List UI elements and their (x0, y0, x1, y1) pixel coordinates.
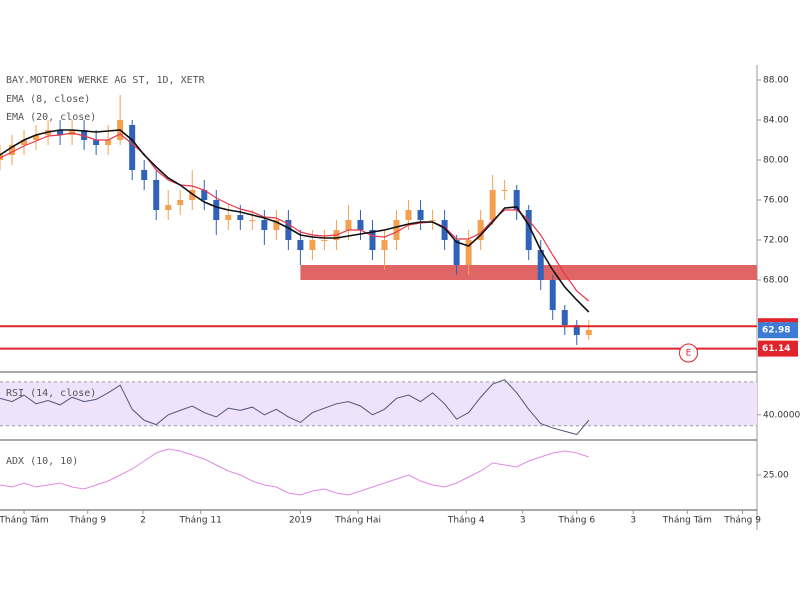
candle-body (537, 250, 544, 280)
candle-body (321, 240, 328, 241)
ema-line (0, 132, 590, 302)
candle-body (549, 280, 556, 310)
indicator-line (0, 379, 590, 436)
y-tick-label: 72.00 (763, 236, 789, 246)
candle-body (381, 240, 388, 250)
y-tick-label: 68.00 (763, 276, 789, 286)
candle-body (153, 180, 160, 210)
candle-body (177, 200, 184, 205)
candle-body (9, 145, 16, 155)
candle-body (357, 220, 364, 230)
x-tick-label: 3 (520, 516, 526, 526)
candle-body (501, 190, 508, 191)
event-marker (679, 343, 699, 363)
candle-body (441, 220, 448, 240)
x-tick-label: 2019 (289, 516, 312, 526)
y-tick-label: 40.0000 (763, 410, 800, 420)
indicator-name: RSI (14, close) (6, 388, 96, 399)
x-tick-label: Tháng Tám (0, 516, 49, 526)
indicator-name: ADX (10, 10) (6, 456, 78, 467)
candle-body (141, 170, 148, 180)
candle-body (93, 140, 100, 145)
candle-body (33, 135, 40, 140)
candle-body (489, 190, 496, 220)
candle-body (225, 215, 232, 220)
candle-body (129, 125, 136, 170)
candle-body (57, 130, 64, 135)
y-tick-label: 80.00 (763, 156, 789, 166)
legend-entry: EMA (20, close) (6, 112, 96, 123)
candle-body (345, 220, 352, 230)
x-tick-label: 2 (140, 516, 146, 526)
candle-body (189, 190, 196, 200)
price-label-box (758, 340, 798, 357)
x-tick-label: Tháng 9 (723, 516, 761, 526)
y-tick-label: 25.00 (763, 471, 789, 481)
price-label: 62.98 (762, 326, 790, 336)
candle-body (369, 230, 376, 250)
candle-body (273, 220, 280, 230)
ema-line (0, 129, 590, 313)
x-tick-label: Tháng 9 (68, 516, 106, 526)
candle-body (261, 220, 268, 230)
event-label: E (686, 349, 692, 359)
candle-body (405, 210, 412, 220)
price-label: 61.14 (762, 344, 790, 354)
x-tick-label: Tháng 11 (178, 516, 221, 526)
candle-body (165, 205, 172, 210)
candle-body (513, 190, 520, 210)
price-label-box (758, 322, 798, 339)
candle-body (285, 220, 292, 240)
candle-body (585, 330, 592, 335)
candle-body (309, 240, 316, 250)
x-tick-label: Tháng 4 (447, 516, 485, 526)
candle-body (477, 220, 484, 240)
candle-body (525, 210, 532, 250)
x-tick-label: Tháng 6 (557, 516, 595, 526)
candle-body (465, 240, 472, 265)
resistance-zone (300, 265, 757, 280)
candle-body (297, 240, 304, 250)
chart-title: BAY.MOTOREN WERKE AG ST, 1D, XETR (6, 75, 206, 86)
y-tick-label: 84.00 (763, 116, 789, 126)
candle-body (393, 220, 400, 240)
candle-body (249, 220, 256, 221)
rsi-band (0, 381, 757, 426)
candle-body (429, 220, 436, 221)
x-tick-label: 3 (630, 516, 636, 526)
candle-body (213, 200, 220, 220)
legend-entry: EMA (8, close) (6, 94, 90, 105)
candle-body (105, 140, 112, 145)
candle-body (573, 325, 580, 335)
y-tick-label: 88.00 (763, 76, 789, 86)
candle-body (417, 210, 424, 220)
candle-body (81, 130, 88, 140)
candle-body (21, 140, 28, 145)
candle-body (201, 190, 208, 200)
y-tick-label: 76.00 (763, 196, 789, 206)
x-tick-label: Tháng Tám (662, 516, 712, 526)
x-tick-label: Tháng Hai (334, 516, 381, 526)
candle-body (237, 215, 244, 220)
candle-body (561, 310, 568, 325)
candle-body (453, 240, 460, 265)
indicator-line (0, 448, 589, 496)
